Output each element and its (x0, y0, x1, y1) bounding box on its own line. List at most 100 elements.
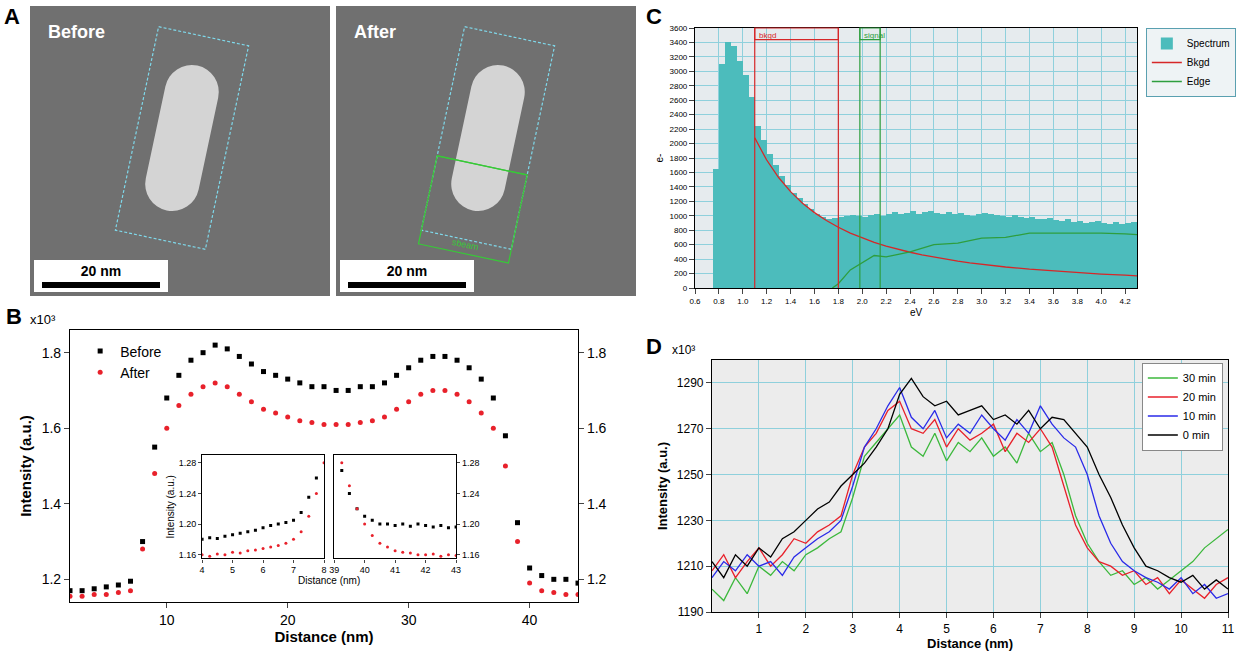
svg-text:Spectrum: Spectrum (1187, 38, 1230, 49)
svg-text:Intensity (a.u.): Intensity (a.u.) (655, 442, 670, 530)
svg-text:1.4: 1.4 (587, 496, 607, 512)
svg-text:4: 4 (896, 622, 903, 636)
svg-text:3.6: 3.6 (1048, 297, 1060, 306)
svg-text:0: 0 (683, 284, 688, 293)
svg-text:1.4: 1.4 (785, 297, 797, 306)
svg-text:3.8: 3.8 (1072, 297, 1084, 306)
svg-text:e-: e- (654, 154, 665, 163)
svg-text:800: 800 (674, 226, 688, 235)
svg-text:3400: 3400 (670, 38, 688, 47)
svg-text:2800: 2800 (670, 82, 688, 91)
svg-text:x10³: x10³ (30, 312, 56, 327)
svg-text:eV: eV (910, 307, 923, 318)
svg-text:3600: 3600 (670, 24, 688, 33)
svg-text:Edge: Edge (1187, 76, 1211, 87)
svg-text:3.4: 3.4 (1024, 297, 1036, 306)
svg-text:Bkgd: Bkgd (1187, 57, 1210, 68)
svg-text:1.8: 1.8 (42, 345, 62, 361)
svg-text:20 min: 20 min (1183, 391, 1216, 403)
svg-text:8: 8 (321, 565, 326, 575)
svg-text:41: 41 (390, 565, 400, 575)
svg-text:Before: Before (48, 22, 105, 42)
svg-text:40: 40 (522, 612, 538, 628)
svg-text:2.4: 2.4 (904, 297, 916, 306)
svg-text:7: 7 (1037, 622, 1044, 636)
svg-text:0 min: 0 min (1183, 429, 1210, 441)
svg-text:A: A (4, 4, 20, 29)
svg-text:1200: 1200 (670, 197, 688, 206)
svg-text:2000: 2000 (670, 139, 688, 148)
svg-text:1.2: 1.2 (761, 297, 773, 306)
svg-text:Intensity (a.u.): Intensity (a.u.) (165, 475, 176, 538)
svg-text:x10³: x10³ (672, 343, 695, 357)
svg-text:sbeam: sbeam (451, 237, 480, 252)
svg-text:3.0: 3.0 (976, 297, 988, 306)
svg-text:Distance (nm): Distance (nm) (927, 636, 1013, 651)
svg-text:1400: 1400 (670, 183, 688, 192)
svg-text:9: 9 (1131, 622, 1138, 636)
svg-text:2.2: 2.2 (881, 297, 893, 306)
svg-text:400: 400 (674, 255, 688, 264)
svg-text:1.0: 1.0 (737, 297, 749, 306)
svg-text:bkgd: bkgd (759, 31, 776, 40)
svg-text:4.2: 4.2 (1119, 297, 1131, 306)
svg-text:1.8: 1.8 (587, 345, 607, 361)
svg-text:11: 11 (1222, 622, 1235, 636)
svg-text:1.16: 1.16 (179, 550, 197, 560)
svg-text:1.6: 1.6 (587, 420, 607, 436)
svg-text:2200: 2200 (670, 125, 688, 134)
svg-text:1.24: 1.24 (179, 489, 197, 499)
svg-text:1.16: 1.16 (462, 550, 480, 560)
svg-text:4.0: 4.0 (1096, 297, 1108, 306)
svg-text:6: 6 (261, 565, 266, 575)
svg-text:1.20: 1.20 (179, 519, 197, 529)
svg-text:2: 2 (802, 622, 809, 636)
svg-text:600: 600 (674, 240, 688, 249)
svg-text:10: 10 (159, 612, 175, 628)
svg-text:B: B (6, 304, 22, 329)
svg-text:6: 6 (990, 622, 997, 636)
svg-text:1.8: 1.8 (833, 297, 845, 306)
svg-text:39: 39 (329, 565, 339, 575)
svg-text:1.6: 1.6 (809, 297, 821, 306)
svg-text:Intensity (a.u.): Intensity (a.u.) (17, 415, 34, 517)
svg-text:1.2: 1.2 (587, 571, 607, 587)
svg-text:Distance (nm): Distance (nm) (274, 628, 373, 645)
svg-text:43: 43 (451, 565, 461, 575)
svg-text:10 min: 10 min (1183, 410, 1216, 422)
svg-text:1270: 1270 (677, 422, 704, 436)
svg-text:2.0: 2.0 (857, 297, 869, 306)
svg-text:1: 1 (756, 622, 763, 636)
svg-text:Before: Before (120, 344, 161, 360)
svg-text:2.6: 2.6 (928, 297, 940, 306)
svg-text:5: 5 (230, 565, 235, 575)
svg-text:1.20: 1.20 (462, 519, 480, 529)
svg-text:1000: 1000 (670, 212, 688, 221)
svg-text:1230: 1230 (677, 514, 704, 528)
svg-text:Distance (nm): Distance (nm) (298, 575, 360, 586)
svg-text:2400: 2400 (670, 110, 688, 119)
svg-text:After: After (120, 365, 150, 381)
svg-text:2.8: 2.8 (952, 297, 964, 306)
svg-text:20 nm: 20 nm (387, 263, 427, 279)
svg-text:200: 200 (674, 269, 688, 278)
svg-text:1190: 1190 (678, 605, 704, 619)
svg-text:D: D (646, 334, 662, 359)
svg-text:20: 20 (280, 612, 296, 628)
svg-text:1.6: 1.6 (42, 420, 62, 436)
svg-text:10: 10 (1174, 622, 1188, 636)
svg-text:30 min: 30 min (1183, 372, 1216, 384)
svg-text:After: After (354, 22, 396, 42)
svg-text:1210: 1210 (677, 559, 704, 573)
svg-text:1290: 1290 (677, 376, 704, 390)
svg-text:42: 42 (421, 565, 431, 575)
svg-text:0.8: 0.8 (713, 297, 725, 306)
svg-text:3000: 3000 (670, 67, 688, 76)
svg-text:signal: signal (864, 31, 885, 40)
svg-text:0.6: 0.6 (689, 297, 701, 306)
svg-text:1.4: 1.4 (42, 496, 62, 512)
svg-text:4: 4 (200, 565, 205, 575)
svg-text:7: 7 (291, 565, 296, 575)
svg-text:1800: 1800 (670, 154, 688, 163)
svg-text:1.28: 1.28 (179, 458, 197, 468)
